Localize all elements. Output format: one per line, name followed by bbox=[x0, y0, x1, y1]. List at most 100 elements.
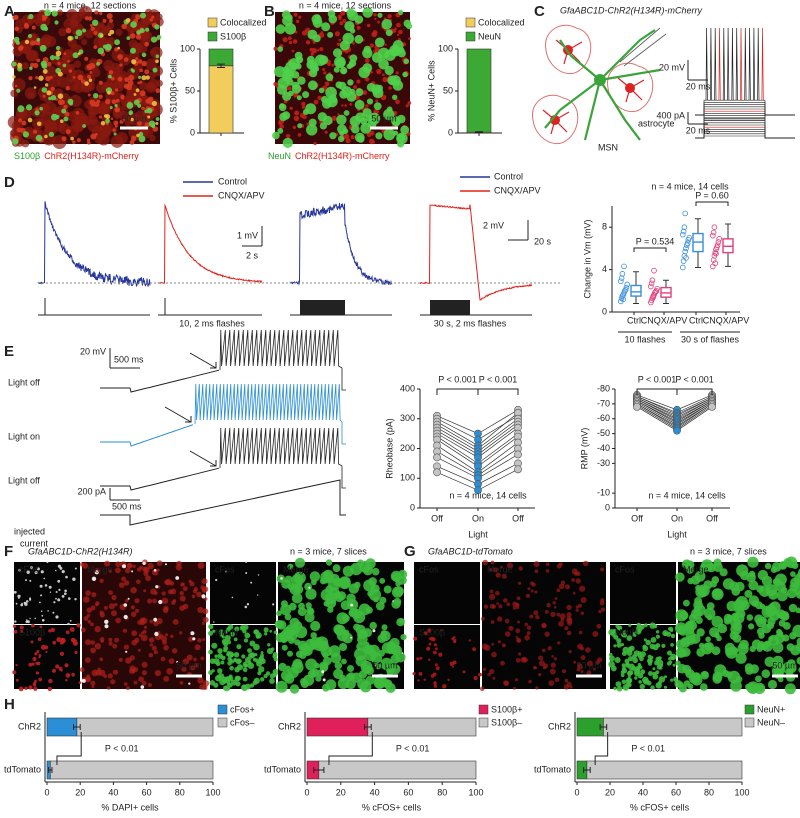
cell bbox=[398, 29, 403, 35]
cell bbox=[748, 623, 755, 630]
cell bbox=[503, 598, 508, 603]
cell bbox=[72, 75, 76, 79]
cell bbox=[65, 630, 70, 635]
stain-green: S100β bbox=[14, 151, 40, 161]
data-point bbox=[673, 426, 681, 435]
cell bbox=[38, 75, 44, 81]
bracket bbox=[594, 732, 609, 765]
cell bbox=[598, 609, 602, 614]
x-axis-label: Light bbox=[468, 529, 488, 539]
cell bbox=[105, 98, 111, 105]
cell bbox=[497, 640, 501, 644]
cell bbox=[215, 674, 222, 682]
image-label: cFos bbox=[615, 564, 635, 574]
error-bar bbox=[73, 724, 81, 730]
bar-segment bbox=[46, 717, 78, 737]
cell bbox=[277, 127, 284, 134]
cell bbox=[144, 41, 150, 47]
cell bbox=[191, 594, 196, 599]
cell bbox=[353, 623, 361, 631]
y-tick-label: 50 bbox=[443, 85, 453, 95]
cell bbox=[85, 676, 91, 683]
cell bbox=[401, 652, 404, 654]
cell bbox=[227, 661, 232, 666]
cell bbox=[371, 52, 383, 63]
cell bbox=[371, 31, 378, 38]
cell bbox=[29, 579, 32, 582]
cell bbox=[257, 671, 262, 676]
cell bbox=[585, 647, 591, 653]
micrograph bbox=[674, 556, 800, 695]
trace bbox=[100, 467, 220, 491]
cell bbox=[655, 630, 660, 634]
cell bbox=[740, 570, 750, 581]
cell bbox=[309, 47, 314, 52]
cell bbox=[386, 669, 394, 676]
cell bbox=[533, 561, 540, 568]
cell bbox=[41, 63, 48, 69]
cell bbox=[379, 578, 386, 584]
legend-label: cFos– bbox=[230, 717, 255, 727]
cell bbox=[364, 77, 370, 82]
cell bbox=[74, 650, 78, 655]
cell bbox=[426, 646, 431, 651]
cell bbox=[252, 657, 257, 662]
cell bbox=[796, 571, 800, 580]
cell bbox=[60, 640, 64, 645]
cell bbox=[772, 655, 784, 667]
cell bbox=[790, 577, 800, 588]
cell bbox=[371, 567, 380, 576]
cell bbox=[64, 111, 70, 117]
cell bbox=[209, 658, 216, 664]
cell bbox=[133, 99, 140, 106]
cell bbox=[128, 74, 135, 81]
bar-segment bbox=[586, 760, 743, 780]
spike-train bbox=[194, 383, 346, 445]
cell bbox=[541, 623, 547, 629]
cell bbox=[70, 18, 79, 27]
data-point bbox=[684, 240, 691, 246]
cell bbox=[24, 602, 28, 606]
cell bbox=[676, 639, 686, 649]
cell bbox=[55, 591, 58, 593]
cell bbox=[215, 661, 221, 666]
cell bbox=[730, 617, 741, 628]
cell bbox=[114, 602, 118, 607]
cell bbox=[775, 581, 786, 592]
cell bbox=[362, 90, 368, 95]
cell bbox=[650, 685, 655, 690]
cell bbox=[452, 665, 455, 668]
cell bbox=[655, 656, 661, 662]
cell bbox=[89, 62, 96, 69]
cell bbox=[397, 133, 406, 142]
cell bbox=[144, 69, 150, 75]
panel-letter: B bbox=[264, 3, 275, 20]
cell bbox=[767, 679, 778, 690]
cell bbox=[433, 650, 437, 655]
cell bbox=[642, 676, 649, 684]
spike bbox=[709, 27, 713, 101]
cell bbox=[544, 631, 550, 637]
cell bbox=[91, 592, 97, 598]
data-point bbox=[708, 402, 716, 411]
cell bbox=[616, 686, 623, 692]
cell bbox=[518, 652, 522, 656]
cell bbox=[126, 102, 134, 109]
cell bbox=[616, 642, 622, 648]
spike bbox=[705, 27, 708, 101]
cell bbox=[137, 648, 141, 652]
cell bbox=[57, 564, 62, 568]
cell bbox=[13, 14, 19, 20]
cell bbox=[130, 21, 137, 28]
cell bbox=[234, 675, 241, 682]
msn-dendrite bbox=[617, 77, 645, 103]
cell bbox=[745, 666, 754, 675]
cell bbox=[139, 68, 144, 73]
cell bbox=[166, 668, 173, 675]
cell bbox=[621, 651, 627, 656]
cell bbox=[89, 71, 93, 74]
cell bbox=[87, 74, 92, 79]
cell bbox=[613, 686, 617, 691]
cell bbox=[305, 103, 317, 115]
cell bbox=[90, 605, 96, 611]
